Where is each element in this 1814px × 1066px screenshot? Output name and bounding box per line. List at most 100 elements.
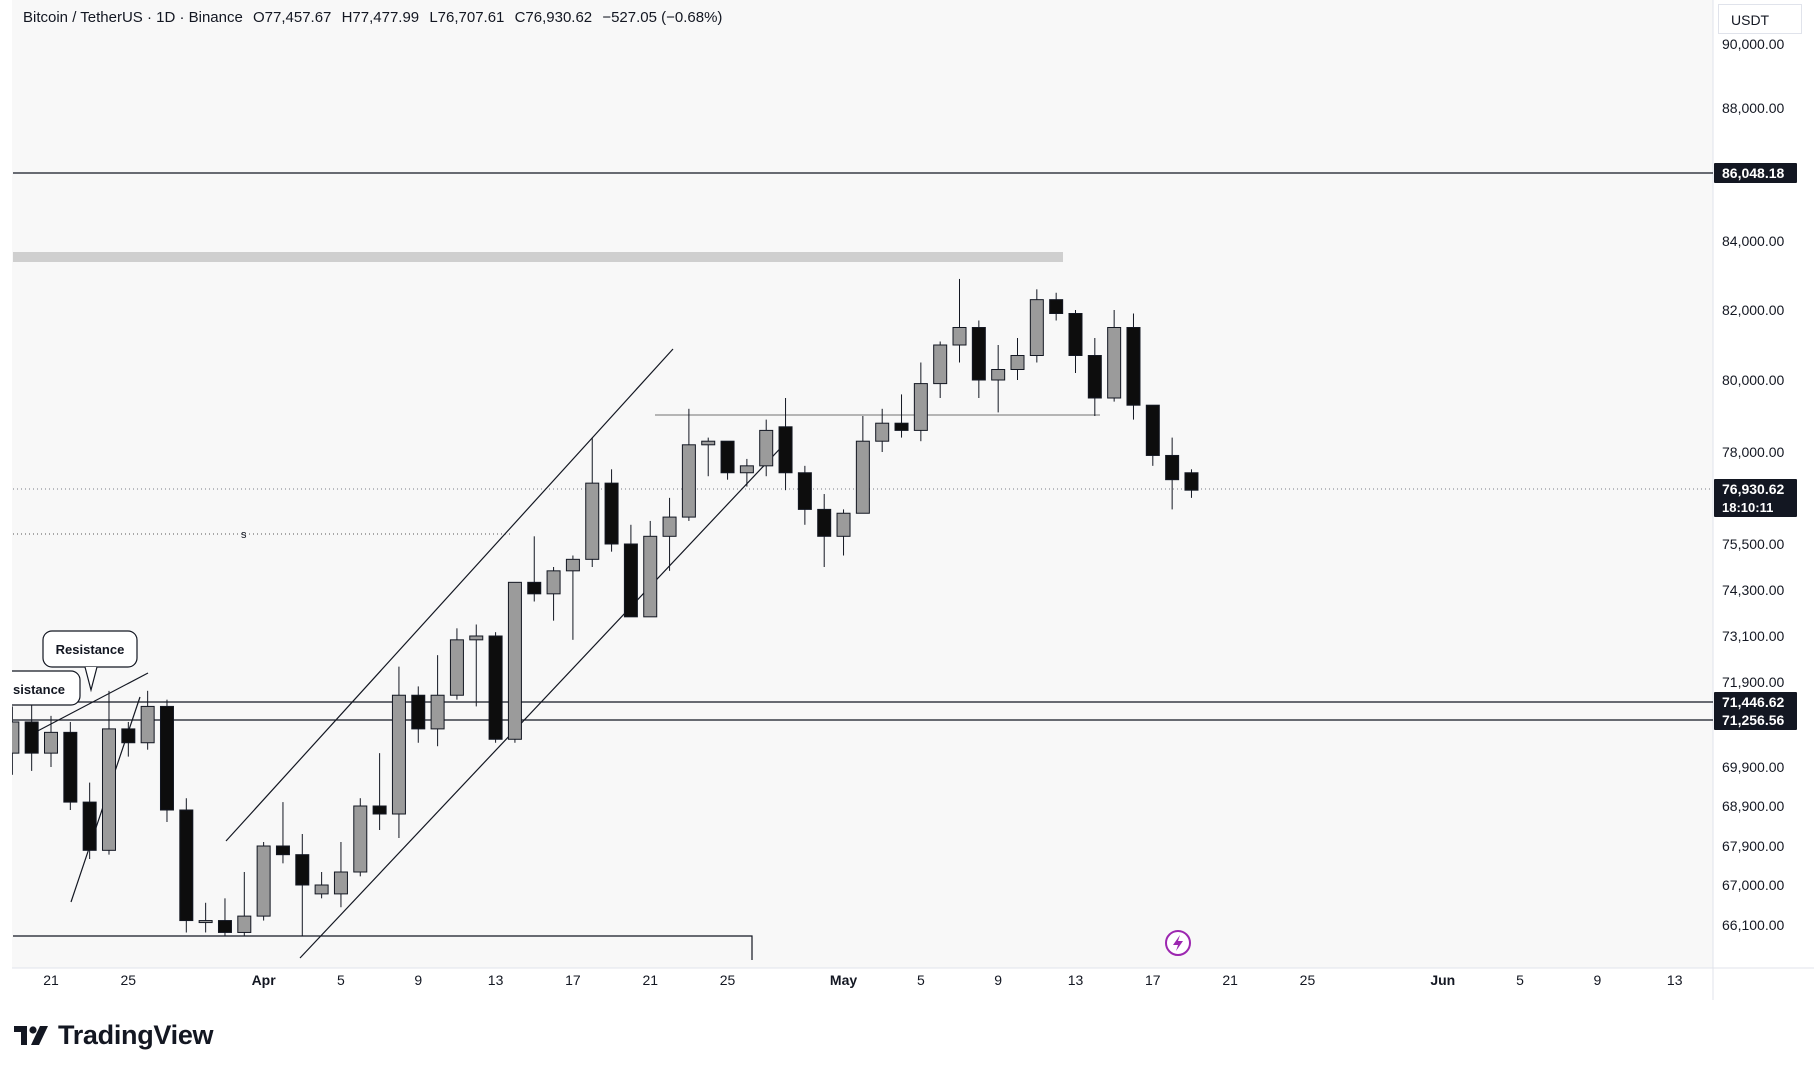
symbol-name[interactable]: Bitcoin / TetherUS · 1D · Binance	[23, 9, 243, 26]
candle-up[interactable]	[1029, 299, 1044, 356]
candle-up[interactable]	[991, 369, 1006, 381]
candle-up[interactable]	[565, 558, 580, 572]
candle-up[interactable]	[469, 635, 484, 641]
price-tag[interactable]	[1714, 163, 1797, 183]
resistance-callout-label: sistance	[13, 682, 65, 697]
time-axis-tick-label: 13	[1068, 972, 1084, 988]
candle-up[interactable]	[952, 327, 967, 346]
price-axis-tick-label: 69,900.00	[1722, 759, 1784, 775]
candle-up[interactable]	[585, 482, 600, 560]
price-tag-label: 71,256.56	[1722, 712, 1784, 728]
wedge-line[interactable]	[29, 672, 149, 736]
candle-down[interactable]	[411, 694, 426, 730]
candle-down[interactable]	[797, 472, 812, 510]
ohlc-high: H77,477.99	[341, 9, 420, 26]
candle-down[interactable]	[720, 440, 735, 474]
candle-up[interactable]	[933, 344, 948, 385]
candle-down[interactable]	[623, 543, 638, 618]
candle-down[interactable]	[778, 426, 793, 474]
candle-down[interactable]	[121, 728, 136, 744]
candle-down[interactable]	[604, 482, 619, 545]
candlestick-chart[interactable]: s Resistance sistance 90,000.00 88,000.00 84,…	[0, 0, 1814, 1000]
channel-lower-line[interactable]	[299, 437, 791, 959]
candle-down[interactable]	[894, 422, 909, 431]
lightning-icon-glyph	[1173, 935, 1183, 951]
time-axis-tick-label: Jun	[1430, 972, 1455, 988]
callout-edge-mask	[0, 669, 12, 709]
candle-up[interactable]	[353, 805, 368, 873]
candle-down[interactable]	[1165, 454, 1180, 481]
price-axis-tick-label: 82,000.00	[1722, 302, 1784, 318]
candle-down[interactable]	[1184, 472, 1199, 491]
time-axis-tick-label: 21	[642, 972, 658, 988]
candle-up[interactable]	[875, 422, 890, 442]
time-axis-tick-label: 25	[720, 972, 736, 988]
price-tag-label: 76,930.62	[1722, 481, 1784, 497]
candle-up[interactable]	[1107, 327, 1122, 399]
candle-down[interactable]	[159, 705, 174, 811]
candle-up[interactable]	[759, 429, 774, 467]
candle-up[interactable]	[198, 920, 213, 924]
price-axis-tick-label: 84,000.00	[1722, 233, 1784, 249]
candle-up[interactable]	[44, 731, 58, 754]
brand-name: TradingView	[58, 1019, 214, 1050]
candle-up[interactable]	[237, 915, 252, 933]
candle-up[interactable]	[507, 581, 522, 740]
candle-down[interactable]	[527, 581, 542, 595]
left-edge-mask	[0, 0, 12, 1000]
currency-selector[interactable]: USDT	[1718, 4, 1802, 34]
candle-down[interactable]	[179, 809, 194, 922]
candle-down[interactable]	[1145, 404, 1160, 456]
candle-up[interactable]	[913, 383, 928, 431]
candle-down[interactable]	[217, 920, 232, 933]
candle-up[interactable]	[101, 728, 116, 851]
time-axis-tick-label: 5	[337, 972, 345, 988]
candle-up[interactable]	[681, 444, 696, 518]
dotted-level-label: s	[241, 529, 247, 541]
candle-up[interactable]	[430, 694, 445, 730]
lower-box-outline[interactable]	[13, 935, 753, 960]
price-axis-tick-label: 68,900.00	[1722, 798, 1784, 814]
candle-down[interactable]	[63, 731, 78, 803]
channel-upper-line[interactable]	[225, 348, 674, 842]
candle-down[interactable]	[275, 845, 290, 856]
tradingview-logo-icon	[14, 1026, 48, 1045]
candle-up[interactable]	[140, 705, 155, 744]
candle-down[interactable]	[488, 635, 503, 740]
price-tag[interactable]	[1714, 710, 1797, 730]
candle-down[interactable]	[817, 508, 832, 537]
price-tag[interactable]	[1714, 692, 1797, 712]
candle-up[interactable]	[449, 639, 464, 696]
candle-down[interactable]	[1126, 327, 1141, 406]
candle-down[interactable]	[1087, 355, 1102, 399]
time-axis-tick-label: May	[830, 972, 857, 988]
price-axis-tick-label: 78,000.00	[1722, 444, 1784, 460]
candle-down[interactable]	[372, 805, 387, 815]
candle-down[interactable]	[82, 801, 97, 851]
ohlc-close: C76,930.62	[514, 9, 593, 26]
candle-down[interactable]	[971, 327, 986, 381]
candle-up[interactable]	[314, 884, 329, 895]
candle-up[interactable]	[739, 465, 754, 474]
candle-up[interactable]	[662, 516, 677, 537]
ohlc-open: O77,457.67	[253, 9, 332, 26]
candle-down[interactable]	[24, 721, 39, 754]
tradingview-logo[interactable]: TradingView	[14, 1018, 214, 1052]
candle-up[interactable]	[1010, 355, 1025, 370]
candle-up[interactable]	[836, 512, 851, 537]
candle-up[interactable]	[256, 845, 271, 917]
candle-up[interactable]	[855, 440, 870, 514]
candle-up[interactable]	[643, 535, 658, 618]
candle-up[interactable]	[701, 440, 716, 446]
price-axis-tick-label: 67,900.00	[1722, 838, 1784, 854]
resistance-callout[interactable]	[0, 670, 81, 706]
price-tag[interactable]	[1714, 479, 1797, 517]
candle-down[interactable]	[295, 854, 310, 886]
candle-up[interactable]	[391, 694, 406, 815]
candle-up[interactable]	[546, 570, 561, 595]
resistance-callout-label: Resistance	[56, 642, 125, 657]
candle-down[interactable]	[1049, 299, 1064, 314]
candle-up[interactable]	[333, 871, 348, 895]
candle-down[interactable]	[1068, 313, 1083, 356]
